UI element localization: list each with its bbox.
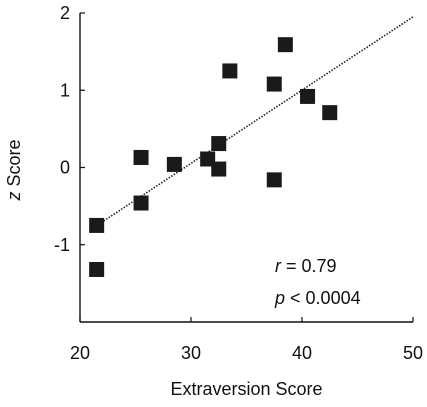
data-point xyxy=(133,195,149,211)
axes-group: 20 30 40 50 2 1 0 -1 xyxy=(54,3,423,363)
x-tick-label: 20 xyxy=(70,343,90,363)
correlation-annotation: r = 0.79 xyxy=(275,256,337,276)
data-point xyxy=(266,76,282,92)
y-axis-label-z: z xyxy=(4,192,24,202)
data-point xyxy=(211,136,227,152)
data-point xyxy=(211,161,227,177)
data-point xyxy=(277,37,293,53)
data-point xyxy=(300,88,316,104)
y-axis-label: z Score xyxy=(4,139,24,201)
x-tick-label: 40 xyxy=(292,343,312,363)
trendline-group xyxy=(90,16,414,230)
correlation-value: = 0.79 xyxy=(286,256,337,276)
y-axis-label-suffix: Score xyxy=(4,139,24,186)
data-point xyxy=(222,63,238,79)
x-axis-label: Extraversion Score xyxy=(170,379,322,399)
y-tick-label: 0 xyxy=(60,158,70,178)
data-point xyxy=(166,156,182,172)
data-point xyxy=(322,105,338,121)
trend-line xyxy=(90,16,414,230)
p-value-annotation: p < 0.0004 xyxy=(274,288,361,308)
x-tick-label: 50 xyxy=(403,343,423,363)
data-point xyxy=(266,172,282,188)
data-point xyxy=(89,217,105,233)
p-value-symbol: p xyxy=(274,288,285,308)
y-tick-label: 2 xyxy=(60,3,70,23)
p-value-value: < 0.0004 xyxy=(290,288,361,308)
y-tick-label: 1 xyxy=(60,80,70,100)
y-tick-label: -1 xyxy=(54,235,70,255)
data-points-group xyxy=(89,37,338,277)
labels-group: Extraversion Score z Score r = 0.79 p < … xyxy=(4,139,361,399)
data-point xyxy=(133,149,149,165)
data-point xyxy=(89,261,105,277)
x-tick-label: 30 xyxy=(181,343,201,363)
correlation-symbol: r xyxy=(275,256,282,276)
